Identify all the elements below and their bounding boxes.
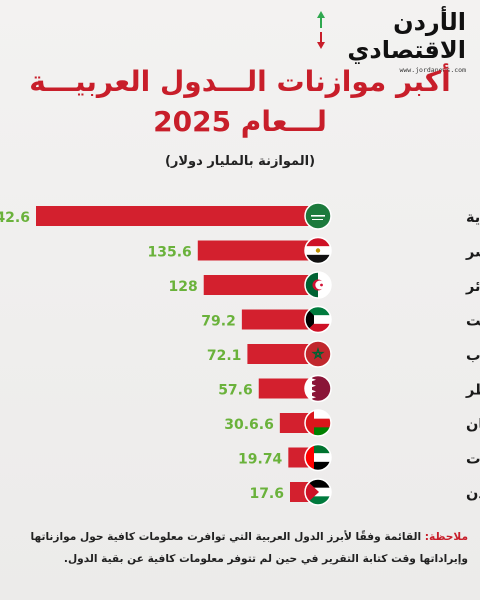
- category-label: مصر: [465, 245, 480, 261]
- value-label: 57.6: [218, 383, 253, 399]
- category-label: الكويت: [466, 314, 480, 330]
- chart-title-year: لـــعام 2025: [153, 105, 327, 138]
- qatar-flag-icon: [304, 374, 332, 403]
- logo-url: www.jordanews.com: [399, 66, 466, 74]
- bar: [241, 309, 318, 330]
- bar-row: 72.1 المغرب: [207, 340, 480, 368]
- bar: [203, 275, 318, 295]
- jordan-flag-icon: [304, 478, 332, 506]
- bar-row: 19.74 الإمارات: [238, 443, 480, 472]
- egypt-flag-icon: [304, 236, 332, 265]
- algeria-flag-icon: [304, 271, 332, 299]
- category-label: قطر: [465, 383, 480, 399]
- oman-flag-icon: [304, 409, 332, 437]
- value-label: 72.1: [207, 348, 242, 364]
- chart-title: أكبر موازنات الـــدول العربيـــة: [29, 65, 451, 98]
- logo-text: الأردن الاقتصادي: [347, 8, 467, 64]
- value-label: 30.6.6: [224, 417, 274, 433]
- value-label: 135.6: [147, 245, 191, 261]
- value-label: 17.6: [249, 486, 284, 502]
- footnote-label: ملاحظة:: [424, 531, 468, 543]
- uae-flag-icon: [304, 443, 332, 472]
- trend-arrows-icon: [317, 11, 325, 49]
- category-label: الجزائر: [465, 279, 480, 295]
- bar-row: 342.6 السعودية: [0, 202, 480, 230]
- morocco-flag-icon: [304, 340, 332, 368]
- value-label: 342.6: [0, 210, 30, 226]
- category-label: الأردن: [466, 484, 480, 502]
- saudi-flag-icon: [304, 202, 332, 230]
- category-label: المغرب: [466, 348, 480, 364]
- bar-row: 30.6.6 عمان: [224, 409, 480, 437]
- category-label: الإمارات: [466, 452, 480, 468]
- bar-row: 79.2 الكويت: [201, 305, 480, 334]
- footnote: ملاحظة: القائمة وفقًا لأبرز الدول العربي…: [12, 526, 469, 570]
- value-label: 79.2: [201, 314, 236, 330]
- value-label: 19.74: [238, 452, 283, 468]
- kuwait-flag-icon: [304, 305, 332, 334]
- bar-row: 128 الجزائر: [168, 271, 480, 299]
- bar: [197, 240, 318, 261]
- bar-row: 17.6 الأردن: [249, 478, 480, 506]
- bar: [36, 206, 318, 226]
- category-label: عمان: [466, 417, 480, 433]
- bar-row: 135.6 مصر: [147, 236, 480, 265]
- category-label: السعودية: [466, 210, 480, 226]
- brand-logo[interactable]: الأردن الاقتصادي www.jordanews.com: [316, 8, 467, 74]
- bar: [247, 344, 318, 364]
- footnote-text: القائمة وفقًا لأبرز الدول العربية التي ت…: [30, 531, 469, 565]
- chart-subtitle: (الموازنة بالمليار دولار): [164, 154, 316, 169]
- value-label: 128: [168, 279, 197, 295]
- bar-row: 57.6 قطر: [218, 374, 480, 403]
- bar: [258, 378, 318, 399]
